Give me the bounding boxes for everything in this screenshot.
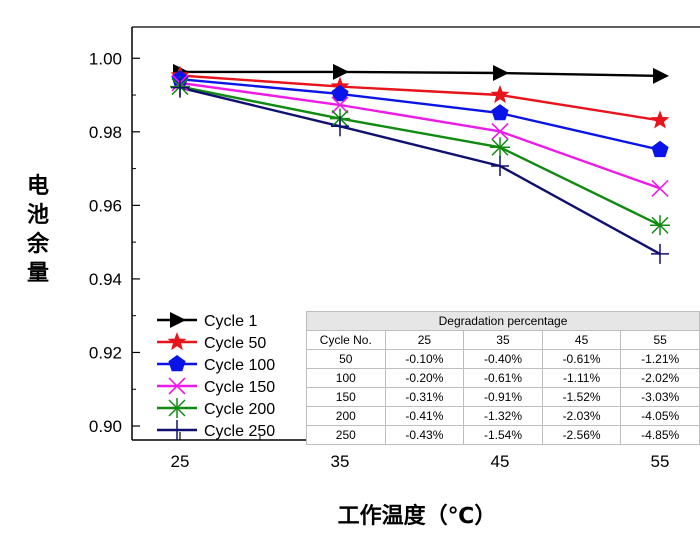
table-header-cell: 45	[541, 330, 622, 350]
table-header-row: Cycle No. 25 35 45 55	[306, 330, 700, 350]
series-line-cycle-200	[179, 85, 661, 227]
x-tick-label: 25	[171, 452, 190, 471]
legend-marker	[168, 377, 186, 395]
table-cell: -0.61%	[463, 368, 543, 388]
data-point	[331, 116, 349, 137]
table-cell: -1.11%	[541, 368, 622, 388]
degradation-table: Degradation percentage Cycle No. 25 35 45 55…	[306, 311, 700, 445]
data-point	[491, 122, 509, 141]
table-cell: -2.03%	[541, 406, 622, 426]
legend-label: Cycle 50	[204, 335, 266, 352]
table-cell: -2.56%	[541, 425, 622, 445]
legend: Cycle 1 Cycle 50 Cycle 100 Cycle 150 Cycle 2…	[157, 312, 275, 440]
y-tick-label: 0.92	[89, 343, 122, 362]
table-row: 50 -0.10% -0.40% -0.61% -1.21%	[306, 349, 700, 369]
data-point	[651, 179, 669, 198]
legend-marker	[167, 332, 187, 351]
table-cell: -3.03%	[620, 387, 700, 407]
table-cell: 250	[306, 425, 386, 445]
table-row: 100 -0.20% -0.61% -1.11% -2.02%	[306, 368, 700, 388]
legend-label: Cycle 200	[204, 401, 275, 418]
table-cell: 200	[306, 406, 386, 426]
legend-marker	[168, 420, 186, 440]
y-tick-label: 0.96	[89, 196, 122, 215]
table-header-cell: 25	[384, 330, 465, 350]
table-cell: -0.20%	[384, 368, 465, 388]
table-cell: -1.32%	[463, 406, 543, 426]
series-lines	[179, 70, 661, 255]
legend-item: Cycle 50	[157, 332, 266, 352]
table-title: Degradation percentage	[306, 311, 700, 331]
y-tick-label: 0.94	[89, 270, 122, 289]
legend-item: Cycle 100	[157, 355, 275, 374]
series-line-cycle-100	[179, 78, 661, 151]
legend-item: Cycle 250	[157, 420, 275, 440]
legend-label: Cycle 150	[204, 379, 275, 396]
y-axis-title: 电池余量	[26, 174, 50, 286]
table-cell: 50	[306, 349, 386, 369]
legend-item: Cycle 150	[157, 377, 275, 396]
data-point	[171, 77, 189, 98]
table-cell: -1.21%	[620, 349, 700, 369]
table-cell: -0.43%	[384, 425, 465, 445]
data-point	[493, 64, 509, 81]
data-point	[331, 84, 349, 102]
table-cell: -1.54%	[463, 425, 543, 445]
data-point	[491, 104, 509, 121]
table-cell: -4.85%	[620, 425, 700, 445]
table-cell: -0.91%	[463, 387, 543, 407]
series-line-cycle-1	[180, 70, 661, 78]
table-cell: -0.61%	[541, 349, 622, 369]
table-cell: -0.31%	[384, 387, 465, 407]
data-point	[651, 243, 669, 264]
table-header-cell: Cycle No.	[306, 330, 386, 350]
data-point	[331, 96, 349, 114]
table-cell: -0.40%	[463, 349, 543, 369]
table-cell: -2.02%	[620, 368, 700, 388]
legend-label: Cycle 1	[204, 313, 257, 330]
legend-marker	[170, 312, 186, 328]
y-tick-label: 0.98	[89, 123, 122, 142]
table-header-cell: 55	[620, 330, 700, 350]
table-cell: -0.10%	[384, 349, 465, 369]
series-markers	[170, 63, 670, 264]
data-point	[333, 63, 349, 80]
table-body: 50 -0.10% -0.40% -0.61% -1.21% 100 -0.20% -0.61…	[306, 349, 700, 445]
legend-marker	[168, 355, 186, 372]
series-line-cycle-250	[179, 86, 661, 255]
x-tick-label: 55	[651, 452, 670, 471]
table-cell: 100	[306, 368, 386, 388]
x-axis-title: 工作温度（℃）	[338, 503, 497, 529]
data-point	[650, 215, 670, 236]
table-cell: -1.52%	[541, 387, 622, 407]
series-line-cycle-150	[179, 81, 661, 190]
legend-item: Cycle 200	[157, 398, 275, 418]
table-row: 250 -0.43% -1.54% -2.56% -4.85%	[306, 425, 700, 445]
table-header-cell: 35	[463, 330, 543, 350]
legend-label: Cycle 100	[204, 357, 275, 374]
table-row: 200 -0.41% -1.32% -2.03% -4.05%	[306, 406, 700, 426]
legend-label: Cycle 250	[204, 423, 275, 440]
data-point	[490, 85, 510, 104]
data-point	[650, 110, 670, 129]
legend-marker	[167, 398, 187, 418]
y-tick-label: 1.00	[89, 49, 122, 68]
x-tick-label: 35	[331, 452, 350, 471]
data-point	[651, 140, 669, 158]
legend-item: Cycle 1	[157, 312, 257, 330]
table-cell: -0.41%	[384, 406, 465, 426]
table-cell: -4.05%	[620, 406, 700, 426]
data-point	[653, 67, 669, 84]
table-row: 150 -0.31% -0.91% -1.52% -3.03%	[306, 387, 700, 407]
table-cell: 150	[306, 387, 386, 407]
y-tick-label: 0.90	[89, 417, 122, 436]
x-tick-label: 45	[491, 452, 510, 471]
data-point	[490, 137, 510, 158]
data-point	[491, 156, 509, 177]
series-line-cycle-50	[179, 74, 661, 122]
